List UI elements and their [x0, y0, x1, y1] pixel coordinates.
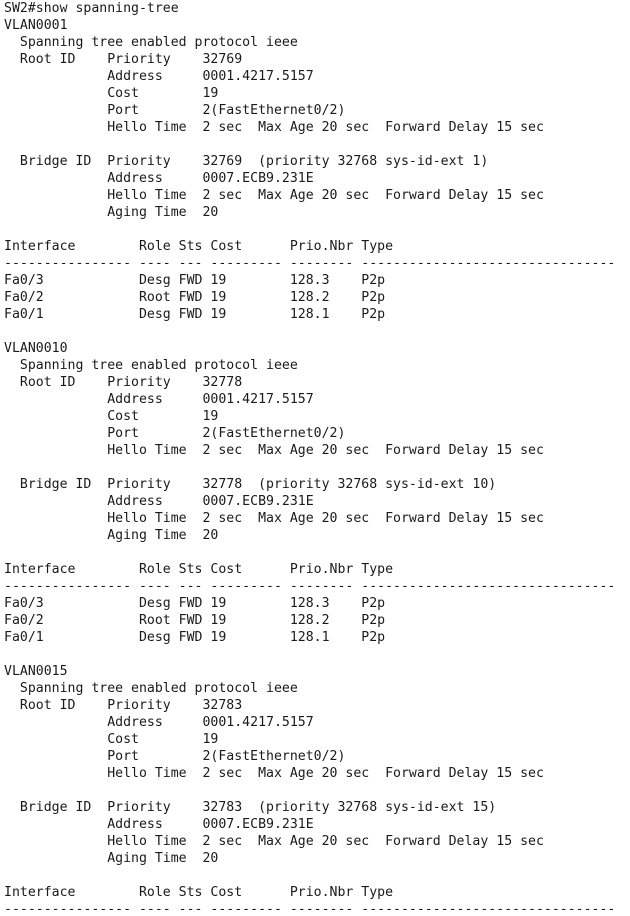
terminal-line: Root ID Priority 32783: [4, 698, 243, 713]
terminal-line: Bridge ID Priority 32783 (priority 32768…: [4, 800, 497, 815]
terminal-line: SW2#show spanning-tree: [4, 1, 179, 16]
terminal-line: Cost 19: [4, 732, 219, 747]
terminal-line: Aging Time 20: [4, 851, 219, 866]
terminal-line: [4, 459, 630, 476]
terminal-line: Root ID Priority 32769: [4, 52, 243, 67]
terminal-line: Address 0001.4217.5157: [4, 69, 314, 84]
terminal-line: Fa0/1 Desg FWD 19 128.1 P2p: [4, 630, 386, 645]
terminal-line: Fa0/3 Desg FWD 19 128.3 P2p: [4, 596, 386, 611]
terminal-line: Interface Role Sts Cost Prio.Nbr Type: [4, 885, 394, 900]
terminal-line: Aging Time 20: [4, 528, 219, 543]
terminal-line: [4, 221, 630, 238]
terminal-line: Aging Time 20: [4, 205, 219, 220]
terminal-line: Cost 19: [4, 409, 219, 424]
terminal-line: Address 0007.ECB9.231E: [4, 494, 314, 509]
terminal-line: Address 0001.4217.5157: [4, 392, 314, 407]
terminal-line: Port 2(FastEthernet0/2): [4, 749, 346, 764]
terminal-line: Spanning tree enabled protocol ieee: [4, 681, 298, 696]
terminal-line: Fa0/2 Root FWD 19 128.2 P2p: [4, 290, 386, 305]
terminal-line: Address 0007.ECB9.231E: [4, 817, 314, 832]
terminal-line: Hello Time 2 sec Max Age 20 sec Forward …: [4, 120, 544, 135]
terminal-line: VLAN0001: [4, 18, 68, 33]
terminal-line: [4, 136, 630, 153]
terminal-line: ---------------- ---- --- --------- ----…: [4, 579, 616, 594]
terminal-line: VLAN0015: [4, 664, 68, 679]
terminal-line: Address 0007.ECB9.231E: [4, 171, 314, 186]
terminal-line: VLAN0010: [4, 341, 68, 356]
terminal-line: [4, 323, 630, 340]
terminal-line: Port 2(FastEthernet0/2): [4, 103, 346, 118]
terminal-line: Hello Time 2 sec Max Age 20 sec Forward …: [4, 443, 544, 458]
terminal-line: Spanning tree enabled protocol ieee: [4, 358, 298, 373]
terminal-line: [4, 544, 630, 561]
terminal-line: Interface Role Sts Cost Prio.Nbr Type: [4, 562, 394, 577]
terminal-line: Bridge ID Priority 32769 (priority 32768…: [4, 154, 489, 169]
terminal-line: [4, 782, 630, 799]
terminal-line: Interface Role Sts Cost Prio.Nbr Type: [4, 239, 394, 254]
terminal-line: Fa0/1 Desg FWD 19 128.1 P2p: [4, 307, 386, 322]
terminal-line: Hello Time 2 sec Max Age 20 sec Forward …: [4, 511, 544, 526]
terminal-line: ---------------- ---- --- --------- ----…: [4, 256, 616, 271]
terminal-line: [4, 646, 630, 663]
terminal-line: ---------------- ---- --- --------- ----…: [4, 902, 616, 916]
terminal-line: [4, 867, 630, 884]
terminal-line: Root ID Priority 32778: [4, 375, 243, 390]
terminal-line: Hello Time 2 sec Max Age 20 sec Forward …: [4, 766, 544, 781]
terminal-line: Hello Time 2 sec Max Age 20 sec Forward …: [4, 834, 544, 849]
terminal-line: Port 2(FastEthernet0/2): [4, 426, 346, 441]
terminal-line: Cost 19: [4, 86, 219, 101]
terminal-line: Address 0001.4217.5157: [4, 715, 314, 730]
terminal-line: Spanning tree enabled protocol ieee: [4, 35, 298, 50]
terminal-line: Bridge ID Priority 32778 (priority 32768…: [4, 477, 497, 492]
terminal-line: Fa0/3 Desg FWD 19 128.3 P2p: [4, 273, 386, 288]
terminal-line: Hello Time 2 sec Max Age 20 sec Forward …: [4, 188, 544, 203]
terminal-line: Fa0/2 Root FWD 19 128.2 P2p: [4, 613, 386, 628]
